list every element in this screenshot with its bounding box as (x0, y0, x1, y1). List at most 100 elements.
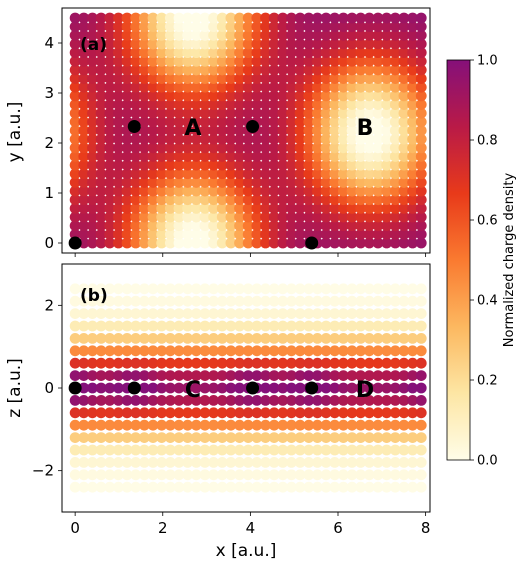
density-point (415, 168, 427, 180)
density-point (381, 237, 393, 249)
density-point (303, 177, 315, 188)
density-point (95, 125, 107, 136)
density-point (268, 220, 280, 232)
density-point (389, 202, 401, 214)
density-point (164, 333, 176, 344)
density-point (104, 419, 116, 431)
density-point (242, 419, 254, 431)
density-point (225, 382, 237, 394)
density-point (173, 29, 185, 41)
density-point (147, 295, 159, 307)
density-point (190, 395, 202, 406)
density-point (355, 73, 367, 84)
density-point (147, 133, 159, 145)
density-point (337, 469, 349, 481)
density-point (389, 357, 401, 369)
density-point (381, 38, 393, 50)
density-point (121, 481, 133, 493)
density-point (95, 370, 107, 381)
density-point (320, 177, 332, 188)
density-point (130, 29, 142, 41)
density-point (355, 308, 367, 319)
density-point (407, 211, 418, 223)
density-point (372, 159, 384, 171)
density-point (415, 73, 427, 84)
density-point (312, 81, 323, 93)
density-point (294, 125, 306, 136)
density-point (147, 81, 159, 93)
density-point (407, 125, 418, 136)
density-point (234, 168, 245, 180)
density-point (225, 295, 237, 307)
density-point (164, 320, 176, 332)
density-point (389, 185, 401, 197)
density-point (277, 333, 289, 344)
density-point (329, 29, 341, 41)
density-point (164, 159, 176, 171)
density-point (286, 395, 297, 406)
density-point (329, 194, 341, 206)
density-point (199, 202, 211, 214)
density-point (87, 320, 98, 332)
density-point (234, 211, 245, 223)
density-point (156, 116, 168, 128)
density-point (372, 382, 384, 394)
density-point (389, 99, 401, 110)
site-label-b: B (357, 116, 374, 141)
density-point (138, 185, 150, 197)
density-point (381, 125, 393, 136)
density-point (164, 29, 176, 41)
density-point (234, 116, 245, 128)
density-point (268, 29, 280, 41)
density-point (381, 12, 393, 24)
density-point (164, 395, 176, 406)
y-tick-label: 1 (44, 184, 54, 202)
density-point (156, 220, 168, 232)
density-point (415, 38, 427, 50)
density-point (208, 12, 219, 24)
density-point (216, 202, 228, 214)
density-point (164, 345, 176, 357)
density-point (312, 202, 323, 214)
density-point (78, 185, 90, 197)
density-point (87, 47, 98, 59)
density-point (130, 345, 142, 357)
density-point (78, 370, 90, 381)
density-point (251, 47, 263, 59)
density-point (363, 47, 375, 59)
density-point (363, 90, 375, 102)
density-point (329, 211, 341, 223)
density-point (320, 295, 332, 307)
density-point (156, 185, 168, 197)
density-point (294, 220, 306, 232)
density-point (173, 457, 185, 468)
density-point (138, 357, 150, 369)
density-point (398, 320, 410, 332)
density-point (407, 308, 418, 319)
density-point (87, 469, 98, 481)
density-point (320, 133, 332, 145)
density-point (407, 38, 418, 50)
density-point (346, 47, 358, 59)
density-point (121, 81, 133, 93)
density-point (329, 357, 341, 369)
site-label-c: C (185, 378, 201, 403)
density-point (242, 64, 254, 76)
density-point (69, 320, 81, 332)
density-point (113, 211, 124, 223)
density-point (242, 21, 254, 33)
density-point (346, 151, 358, 162)
density-point (381, 407, 393, 419)
density-point (242, 73, 254, 84)
density-point (173, 469, 185, 481)
density-point (121, 395, 133, 406)
density-point (355, 228, 367, 240)
density-point (113, 432, 124, 443)
density-point (363, 142, 375, 154)
density-point (147, 333, 159, 344)
density-point (398, 38, 410, 50)
density-point (320, 333, 332, 344)
density-point (173, 177, 185, 188)
density-point (208, 407, 219, 419)
density-point (242, 133, 254, 145)
